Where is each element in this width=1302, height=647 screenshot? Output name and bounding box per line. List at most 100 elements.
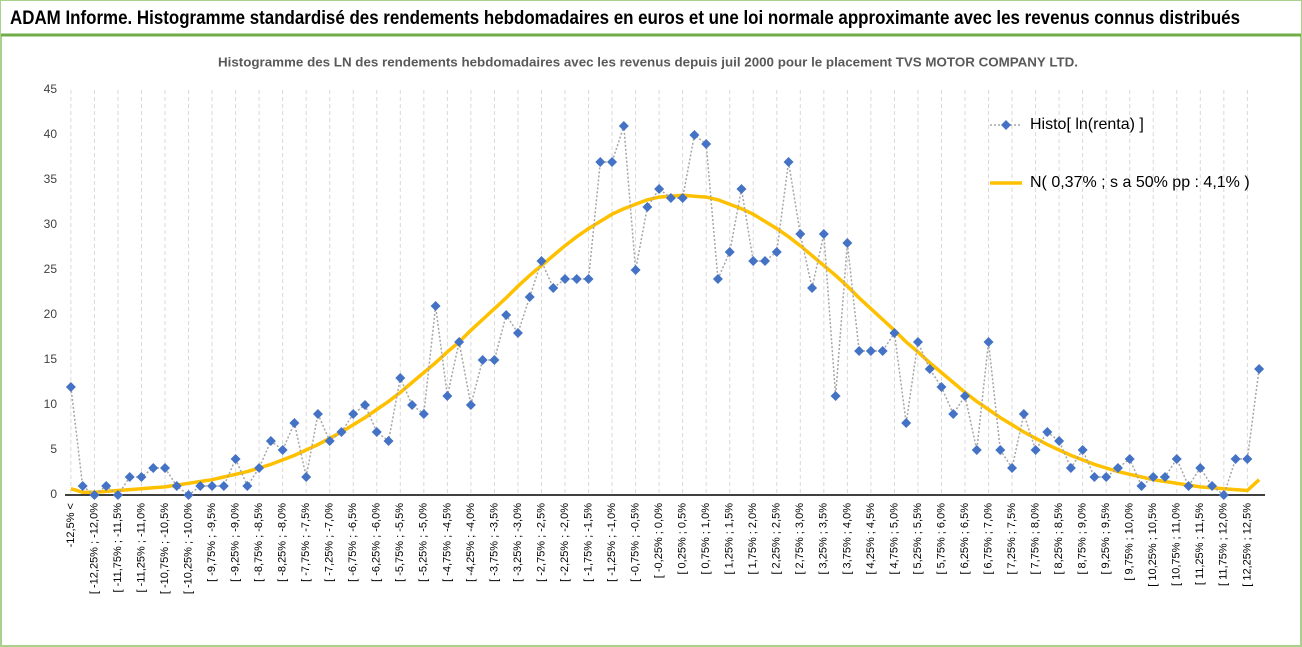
marker bbox=[877, 346, 888, 356]
x-tick-label: [ -4,75% ; -4,5% bbox=[441, 503, 453, 582]
marker bbox=[442, 391, 453, 401]
x-tick-label: [ 5,25% ; 5,5% bbox=[912, 503, 924, 575]
marker bbox=[312, 409, 323, 419]
marker bbox=[1171, 454, 1182, 464]
x-tick-label: [ -9,25% ; -9,0% bbox=[229, 503, 241, 582]
marker bbox=[748, 256, 759, 266]
y-tick-label: 20 bbox=[44, 307, 58, 321]
x-tick-label: [ -9,75% ; -9,5% bbox=[206, 503, 218, 582]
marker bbox=[336, 427, 347, 437]
x-tick-label: [ 0,75% ; 1,0% bbox=[700, 503, 712, 575]
y-tick-label: 30 bbox=[44, 217, 58, 231]
x-tick-label: [ 4,75% ; 5,0% bbox=[888, 503, 900, 575]
header-bar bbox=[1, 1, 1301, 35]
marker bbox=[960, 391, 970, 401]
marker bbox=[1230, 454, 1241, 464]
marker bbox=[901, 418, 912, 428]
marker bbox=[912, 337, 923, 347]
x-tick-label: [ 1,25% ; 1,5% bbox=[724, 503, 736, 575]
marker bbox=[395, 373, 406, 383]
marker bbox=[360, 400, 370, 410]
marker bbox=[1101, 472, 1112, 482]
x-tick-label: [ 9,75% ; 10,0% bbox=[1124, 503, 1136, 581]
marker bbox=[89, 490, 100, 500]
marker bbox=[160, 463, 170, 473]
marker bbox=[477, 355, 488, 365]
x-tick-label: [ -5,25% ; -5,0% bbox=[418, 503, 430, 582]
marker bbox=[736, 184, 747, 194]
x-tick-label: [ 2,75% ; 3,0% bbox=[794, 503, 806, 575]
marker bbox=[124, 472, 135, 482]
marker bbox=[642, 202, 653, 212]
marker bbox=[760, 256, 770, 266]
marker bbox=[1136, 481, 1147, 491]
marker bbox=[1018, 409, 1029, 419]
series-line bbox=[70, 125, 1260, 497]
marker bbox=[618, 121, 629, 131]
x-tick-label: -12,5% < bbox=[65, 503, 77, 547]
header-title: ADAM Informe. Histogramme standardisé de… bbox=[10, 8, 1240, 29]
marker bbox=[818, 229, 829, 239]
marker bbox=[524, 292, 535, 302]
marker bbox=[689, 130, 700, 140]
marker bbox=[242, 481, 253, 491]
x-tick-label: [ 4,25% ; 4,5% bbox=[865, 503, 877, 575]
marker bbox=[136, 472, 147, 482]
marker bbox=[348, 409, 359, 419]
marker bbox=[512, 328, 523, 338]
marker bbox=[1124, 454, 1135, 464]
marker bbox=[418, 409, 429, 419]
y-tick-label: 10 bbox=[44, 397, 58, 411]
marker bbox=[889, 328, 900, 338]
marker bbox=[324, 436, 335, 446]
marker bbox=[207, 481, 218, 491]
marker bbox=[430, 301, 441, 311]
x-tick-label: [ -2,25% ; -2,0% bbox=[559, 503, 571, 582]
marker bbox=[936, 382, 947, 392]
x-tick-label: [ 10,25% ; 10,5% bbox=[1147, 503, 1159, 587]
y-tick-label: 5 bbox=[50, 442, 57, 456]
x-tick-label: [ -12,25% ; -12,0% bbox=[88, 503, 100, 594]
x-tick-label: [ -8,25% ; -8,0% bbox=[277, 503, 289, 582]
marker bbox=[77, 481, 88, 491]
marker bbox=[1030, 445, 1041, 455]
x-tick-label: [ -1,25% ; -1,0% bbox=[606, 503, 618, 582]
chart-title: Histogramme des LN des rendements hebdom… bbox=[218, 54, 1078, 69]
x-tick-label: [ 12,25% ; 12,5% bbox=[1241, 503, 1253, 587]
marker bbox=[1183, 481, 1194, 491]
marker bbox=[1054, 436, 1065, 446]
legend-marker bbox=[1001, 120, 1011, 130]
marker bbox=[230, 454, 241, 464]
marker bbox=[771, 247, 782, 257]
y-tick-label: 45 bbox=[44, 82, 58, 96]
x-tick-label: [ -10,75% ; -10,5% bbox=[159, 503, 171, 594]
legend-label: N( 0,37% ; s a 50% pp : 4,1% ) bbox=[1030, 174, 1250, 191]
marker bbox=[383, 436, 394, 446]
marker bbox=[854, 346, 865, 356]
marker bbox=[1218, 490, 1229, 500]
x-tick-label: [ -3,25% ; -3,0% bbox=[512, 503, 524, 582]
x-tick-label: [ -0,25% ; 0,0% bbox=[653, 503, 665, 578]
x-tick-label: [ -7,25% ; -7,0% bbox=[324, 503, 336, 582]
marker bbox=[807, 283, 818, 293]
marker bbox=[630, 265, 641, 275]
x-tick-label: [ 11,25% ; 11,5% bbox=[1194, 503, 1206, 585]
marker bbox=[148, 463, 159, 473]
x-tick-label: [ -5,75% ; -5,5% bbox=[394, 503, 406, 582]
marker bbox=[1160, 472, 1170, 482]
x-tick-label: [ -4,25% ; -4,0% bbox=[465, 503, 477, 582]
marker bbox=[289, 418, 300, 428]
marker bbox=[218, 481, 229, 491]
x-tick-label: [ -8,75% ; -8,5% bbox=[253, 503, 265, 582]
marker bbox=[454, 337, 465, 347]
marker bbox=[101, 481, 112, 491]
marker bbox=[583, 274, 594, 284]
x-tick-label: [ -2,75% ; -2,5% bbox=[535, 503, 547, 582]
marker bbox=[301, 472, 312, 482]
marker bbox=[701, 139, 712, 149]
x-tick-label: [ 8,75% ; 9,0% bbox=[1077, 503, 1089, 575]
marker bbox=[1007, 463, 1018, 473]
marker bbox=[795, 229, 806, 239]
y-tick-label: 15 bbox=[44, 352, 58, 366]
